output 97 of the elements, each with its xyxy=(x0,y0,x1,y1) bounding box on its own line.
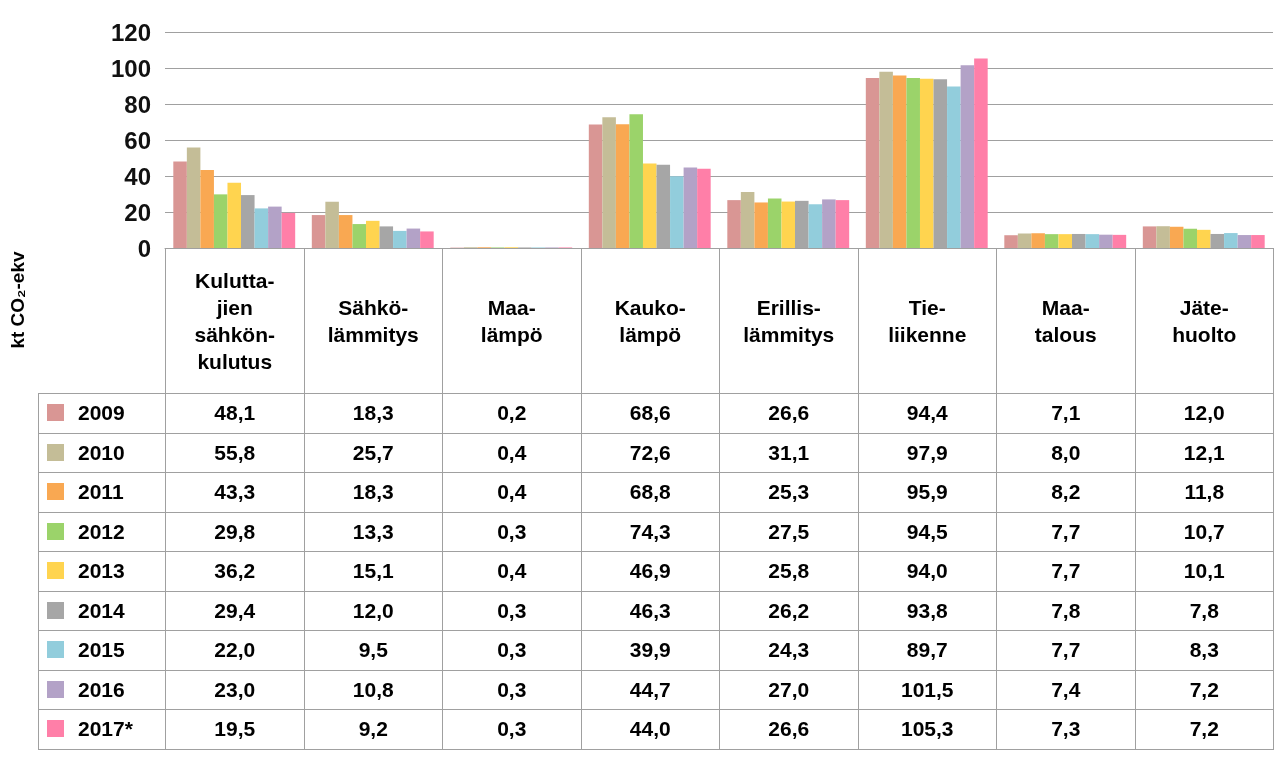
data-label: 8,3 xyxy=(1135,630,1274,670)
data-label: 44,7 xyxy=(581,670,720,710)
data-label: 0,4 xyxy=(442,551,581,591)
data-label: 7,1 xyxy=(996,393,1135,433)
data-label: 43,3 xyxy=(165,472,304,512)
x-tick-label: Kulutta- jien sähkön- kulutus xyxy=(165,248,304,394)
data-label: 46,9 xyxy=(581,551,720,591)
data-label: 12,0 xyxy=(1135,393,1274,433)
data-label: 25,3 xyxy=(719,472,858,512)
data-label: 25,7 xyxy=(304,433,443,473)
data-label: 13,3 xyxy=(304,512,443,552)
data-label: 18,3 xyxy=(304,393,443,433)
data-label: 74,3 xyxy=(581,512,720,552)
data-label: 0,3 xyxy=(442,591,581,631)
legend-label: 2016 xyxy=(38,670,166,710)
data-label: 97,9 xyxy=(858,433,997,473)
data-label: 27,5 xyxy=(719,512,858,552)
legend-label: 2011 xyxy=(38,472,166,512)
data-label: 31,1 xyxy=(719,433,858,473)
data-label: 7,8 xyxy=(996,591,1135,631)
data-label: 68,8 xyxy=(581,472,720,512)
data-label: 26,6 xyxy=(719,709,858,749)
data-label: 101,5 xyxy=(858,670,997,710)
data-label: 10,7 xyxy=(1135,512,1274,552)
data-label: 94,5 xyxy=(858,512,997,552)
data-label: 0,4 xyxy=(442,433,581,473)
data-label: 48,1 xyxy=(165,393,304,433)
legend-label: 2012 xyxy=(38,512,166,552)
x-tick-label: Tie- liikenne xyxy=(858,248,997,394)
data-label: 7,7 xyxy=(996,551,1135,591)
x-tick-label: Maa- talous xyxy=(996,248,1135,394)
data-label: 36,2 xyxy=(165,551,304,591)
data-label: 18,3 xyxy=(304,472,443,512)
legend-label: 2010 xyxy=(38,433,166,473)
data-label: 7,4 xyxy=(996,670,1135,710)
y-tick-label: 100 xyxy=(110,54,151,82)
data-label: 89,7 xyxy=(858,630,997,670)
data-label: 11,8 xyxy=(1135,472,1274,512)
y-tick-label: 0 xyxy=(137,234,151,262)
data-label: 9,5 xyxy=(304,630,443,670)
data-label: 23,0 xyxy=(165,670,304,710)
data-label: 12,0 xyxy=(304,591,443,631)
data-label: 8,0 xyxy=(996,433,1135,473)
data-label: 8,2 xyxy=(996,472,1135,512)
y-tick-label: 80 xyxy=(124,90,151,118)
data-label: 94,0 xyxy=(858,551,997,591)
data-label: 72,6 xyxy=(581,433,720,473)
data-label: 10,8 xyxy=(304,670,443,710)
data-label: 0,2 xyxy=(442,393,581,433)
data-label: 25,8 xyxy=(719,551,858,591)
y-tick-label: 20 xyxy=(124,198,151,226)
data-label: 0,3 xyxy=(442,630,581,670)
data-label: 0,4 xyxy=(442,472,581,512)
data-label: 9,2 xyxy=(304,709,443,749)
data-label: 44,0 xyxy=(581,709,720,749)
x-tick-label: Sähkö- lämmitys xyxy=(304,248,443,394)
data-label: 19,5 xyxy=(165,709,304,749)
data-label: 15,1 xyxy=(304,551,443,591)
y-tick-label: 60 xyxy=(124,126,151,154)
data-label: 0,3 xyxy=(442,512,581,552)
data-label: 26,2 xyxy=(719,591,858,631)
data-label: 7,7 xyxy=(996,630,1135,670)
data-label: 7,8 xyxy=(1135,591,1274,631)
legend-label: 2015 xyxy=(38,630,166,670)
data-label: 93,8 xyxy=(858,591,997,631)
x-tick-label: Kauko- lämpö xyxy=(581,248,720,394)
data-label: 0,3 xyxy=(442,670,581,710)
data-label: 29,8 xyxy=(165,512,304,552)
data-label: 10,1 xyxy=(1135,551,1274,591)
data-label: 39,9 xyxy=(581,630,720,670)
data-label: 7,3 xyxy=(996,709,1135,749)
data-label: 0,3 xyxy=(442,709,581,749)
data-label: 105,3 xyxy=(858,709,997,749)
data-label: 94,4 xyxy=(858,393,997,433)
legend-label: 2014 xyxy=(38,591,166,631)
data-label: 46,3 xyxy=(581,591,720,631)
data-label: 22,0 xyxy=(165,630,304,670)
data-label: 26,6 xyxy=(719,393,858,433)
legend-label: 2009 xyxy=(38,393,166,433)
data-label: 24,3 xyxy=(719,630,858,670)
x-tick-label: Erillis- lämmitys xyxy=(719,248,858,394)
x-tick-label: Jäte- huolto xyxy=(1135,248,1274,394)
data-label: 7,7 xyxy=(996,512,1135,552)
data-label: 7,2 xyxy=(1135,670,1274,710)
data-label: 7,2 xyxy=(1135,709,1274,749)
y-tick-label: 40 xyxy=(124,162,151,190)
data-label: 29,4 xyxy=(165,591,304,631)
legend-label: 2017* xyxy=(38,709,166,749)
legend-label: 2013 xyxy=(38,551,166,591)
data-label: 27,0 xyxy=(719,670,858,710)
data-label: 95,9 xyxy=(858,472,997,512)
y-tick-label: 120 xyxy=(110,18,151,46)
data-label: 12,1 xyxy=(1135,433,1274,473)
data-label: 55,8 xyxy=(165,433,304,473)
y-axis-title: kt CO₂-ekv xyxy=(7,251,29,349)
data-label: 68,6 xyxy=(581,393,720,433)
x-tick-label: Maa- lämpö xyxy=(442,248,581,394)
